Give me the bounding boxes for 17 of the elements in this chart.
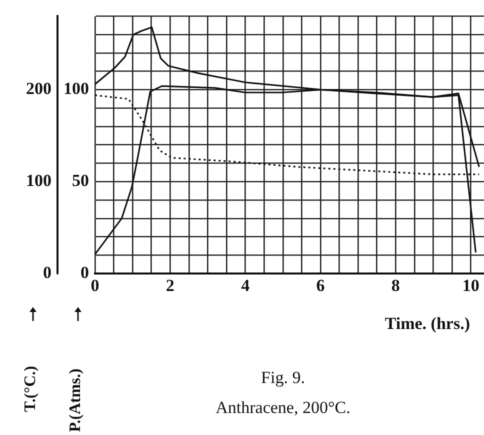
y-tick-label: 0: [43, 262, 52, 282]
x-tick-label: 2: [166, 276, 174, 296]
text: Anthracene, 200°C.: [216, 398, 350, 418]
x-tick-label: 10: [462, 276, 480, 296]
x-tick-label: 4: [241, 276, 250, 296]
y2-tick-label: 0: [80, 262, 89, 282]
y-tick-label: 100: [26, 171, 52, 190]
x-tick-label: 0: [90, 276, 100, 296]
text: Fig. 9.: [261, 368, 305, 388]
y-axis-title: T.(°C.): [22, 366, 40, 412]
y2-tick-label: 50: [72, 171, 89, 190]
x-tick-label: 8: [391, 276, 400, 296]
y2-axis-title: P.(Atms.): [67, 368, 85, 432]
y2-tick-label: 100: [64, 79, 89, 98]
y-tick-label: 200: [26, 79, 52, 98]
x-tick-label: 6: [316, 276, 325, 296]
x-axis-title: Time. (hrs.): [384, 314, 470, 334]
